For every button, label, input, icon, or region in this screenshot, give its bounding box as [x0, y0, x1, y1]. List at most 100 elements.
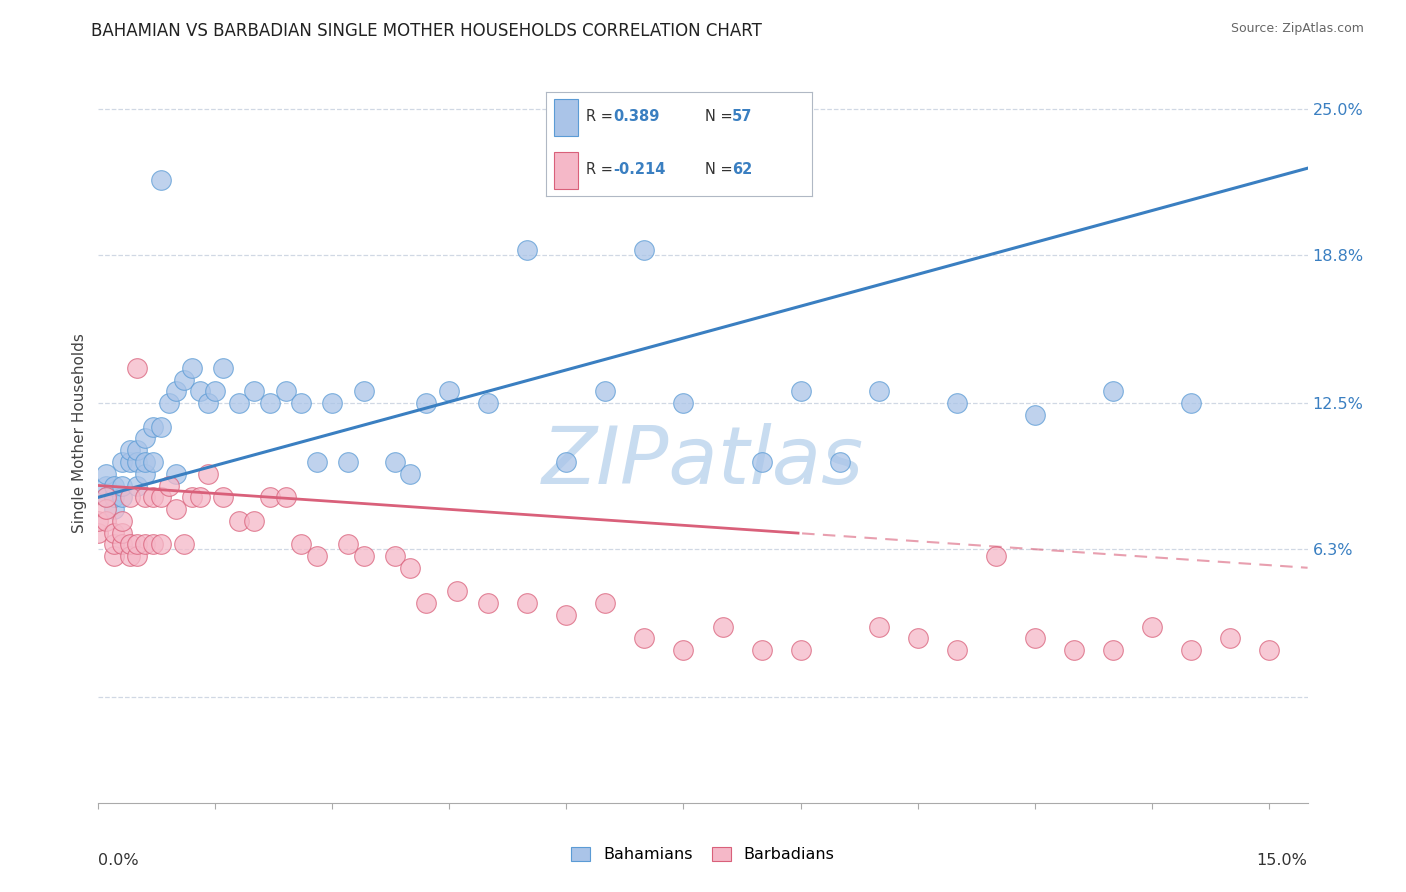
Point [516, 596, 538, 610]
Point [337, 537, 360, 551]
Point [228, 396, 250, 410]
Point [305, 549, 328, 563]
Point [142, 419, 165, 434]
Point [118, 443, 141, 458]
Point [103, 549, 125, 563]
Point [516, 244, 538, 258]
Point [274, 384, 297, 399]
Point [243, 384, 266, 399]
Point [305, 455, 328, 469]
Point [446, 584, 468, 599]
Point [633, 632, 655, 646]
Point [197, 396, 219, 410]
Point [321, 396, 343, 410]
Point [134, 467, 156, 481]
Point [868, 619, 890, 633]
Point [87, 525, 110, 540]
Point [96, 490, 118, 504]
Point [259, 490, 281, 504]
Point [103, 478, 125, 492]
Point [984, 549, 1007, 563]
Point [142, 490, 165, 504]
Point [633, 244, 655, 258]
Point [353, 549, 375, 563]
Point [157, 478, 180, 492]
Point [111, 537, 134, 551]
Point [96, 502, 118, 516]
Point [555, 607, 578, 622]
Text: ZIPatlas: ZIPatlas [541, 423, 865, 501]
Point [353, 384, 375, 399]
Point [149, 490, 172, 504]
Point [173, 373, 195, 387]
Point [243, 514, 266, 528]
Point [142, 455, 165, 469]
Point [111, 490, 134, 504]
Point [103, 502, 125, 516]
Point [751, 643, 773, 657]
Point [1219, 632, 1241, 646]
Point [751, 455, 773, 469]
Point [134, 490, 156, 504]
Text: Source: ZipAtlas.com: Source: ZipAtlas.com [1230, 22, 1364, 36]
Point [96, 490, 118, 504]
Point [1101, 384, 1123, 399]
Point [181, 361, 204, 376]
Point [828, 455, 851, 469]
Point [165, 467, 187, 481]
Point [111, 455, 134, 469]
Point [96, 478, 118, 492]
Point [1180, 396, 1202, 410]
Point [149, 537, 172, 551]
Point [595, 384, 617, 399]
Point [595, 596, 617, 610]
Point [157, 396, 180, 410]
Point [789, 384, 811, 399]
Point [181, 490, 204, 504]
Point [274, 490, 297, 504]
Point [1024, 632, 1046, 646]
Text: 0.0%: 0.0% [98, 853, 139, 868]
Point [149, 419, 172, 434]
Point [127, 537, 149, 551]
Point [399, 561, 422, 575]
Point [165, 384, 187, 399]
Point [118, 537, 141, 551]
Point [212, 490, 235, 504]
Point [439, 384, 461, 399]
Point [477, 396, 499, 410]
Point [415, 396, 437, 410]
Point [197, 467, 219, 481]
Point [87, 514, 110, 528]
Point [555, 455, 578, 469]
Point [1024, 408, 1046, 422]
Point [212, 361, 235, 376]
Point [1180, 643, 1202, 657]
Point [259, 396, 281, 410]
Point [142, 537, 165, 551]
Point [149, 173, 172, 187]
Point [945, 396, 967, 410]
Point [384, 549, 406, 563]
Point [672, 643, 695, 657]
Point [127, 361, 149, 376]
Point [134, 455, 156, 469]
Point [945, 643, 967, 657]
Point [290, 537, 312, 551]
Point [96, 467, 118, 481]
Point [290, 396, 312, 410]
Point [103, 490, 125, 504]
Point [188, 490, 211, 504]
Point [173, 537, 195, 551]
Point [127, 443, 149, 458]
Point [188, 384, 211, 399]
Point [1140, 619, 1163, 633]
Point [127, 478, 149, 492]
Point [127, 549, 149, 563]
Point [103, 525, 125, 540]
Point [384, 455, 406, 469]
Point [711, 619, 734, 633]
Point [96, 514, 118, 528]
Point [477, 596, 499, 610]
Point [1257, 643, 1279, 657]
